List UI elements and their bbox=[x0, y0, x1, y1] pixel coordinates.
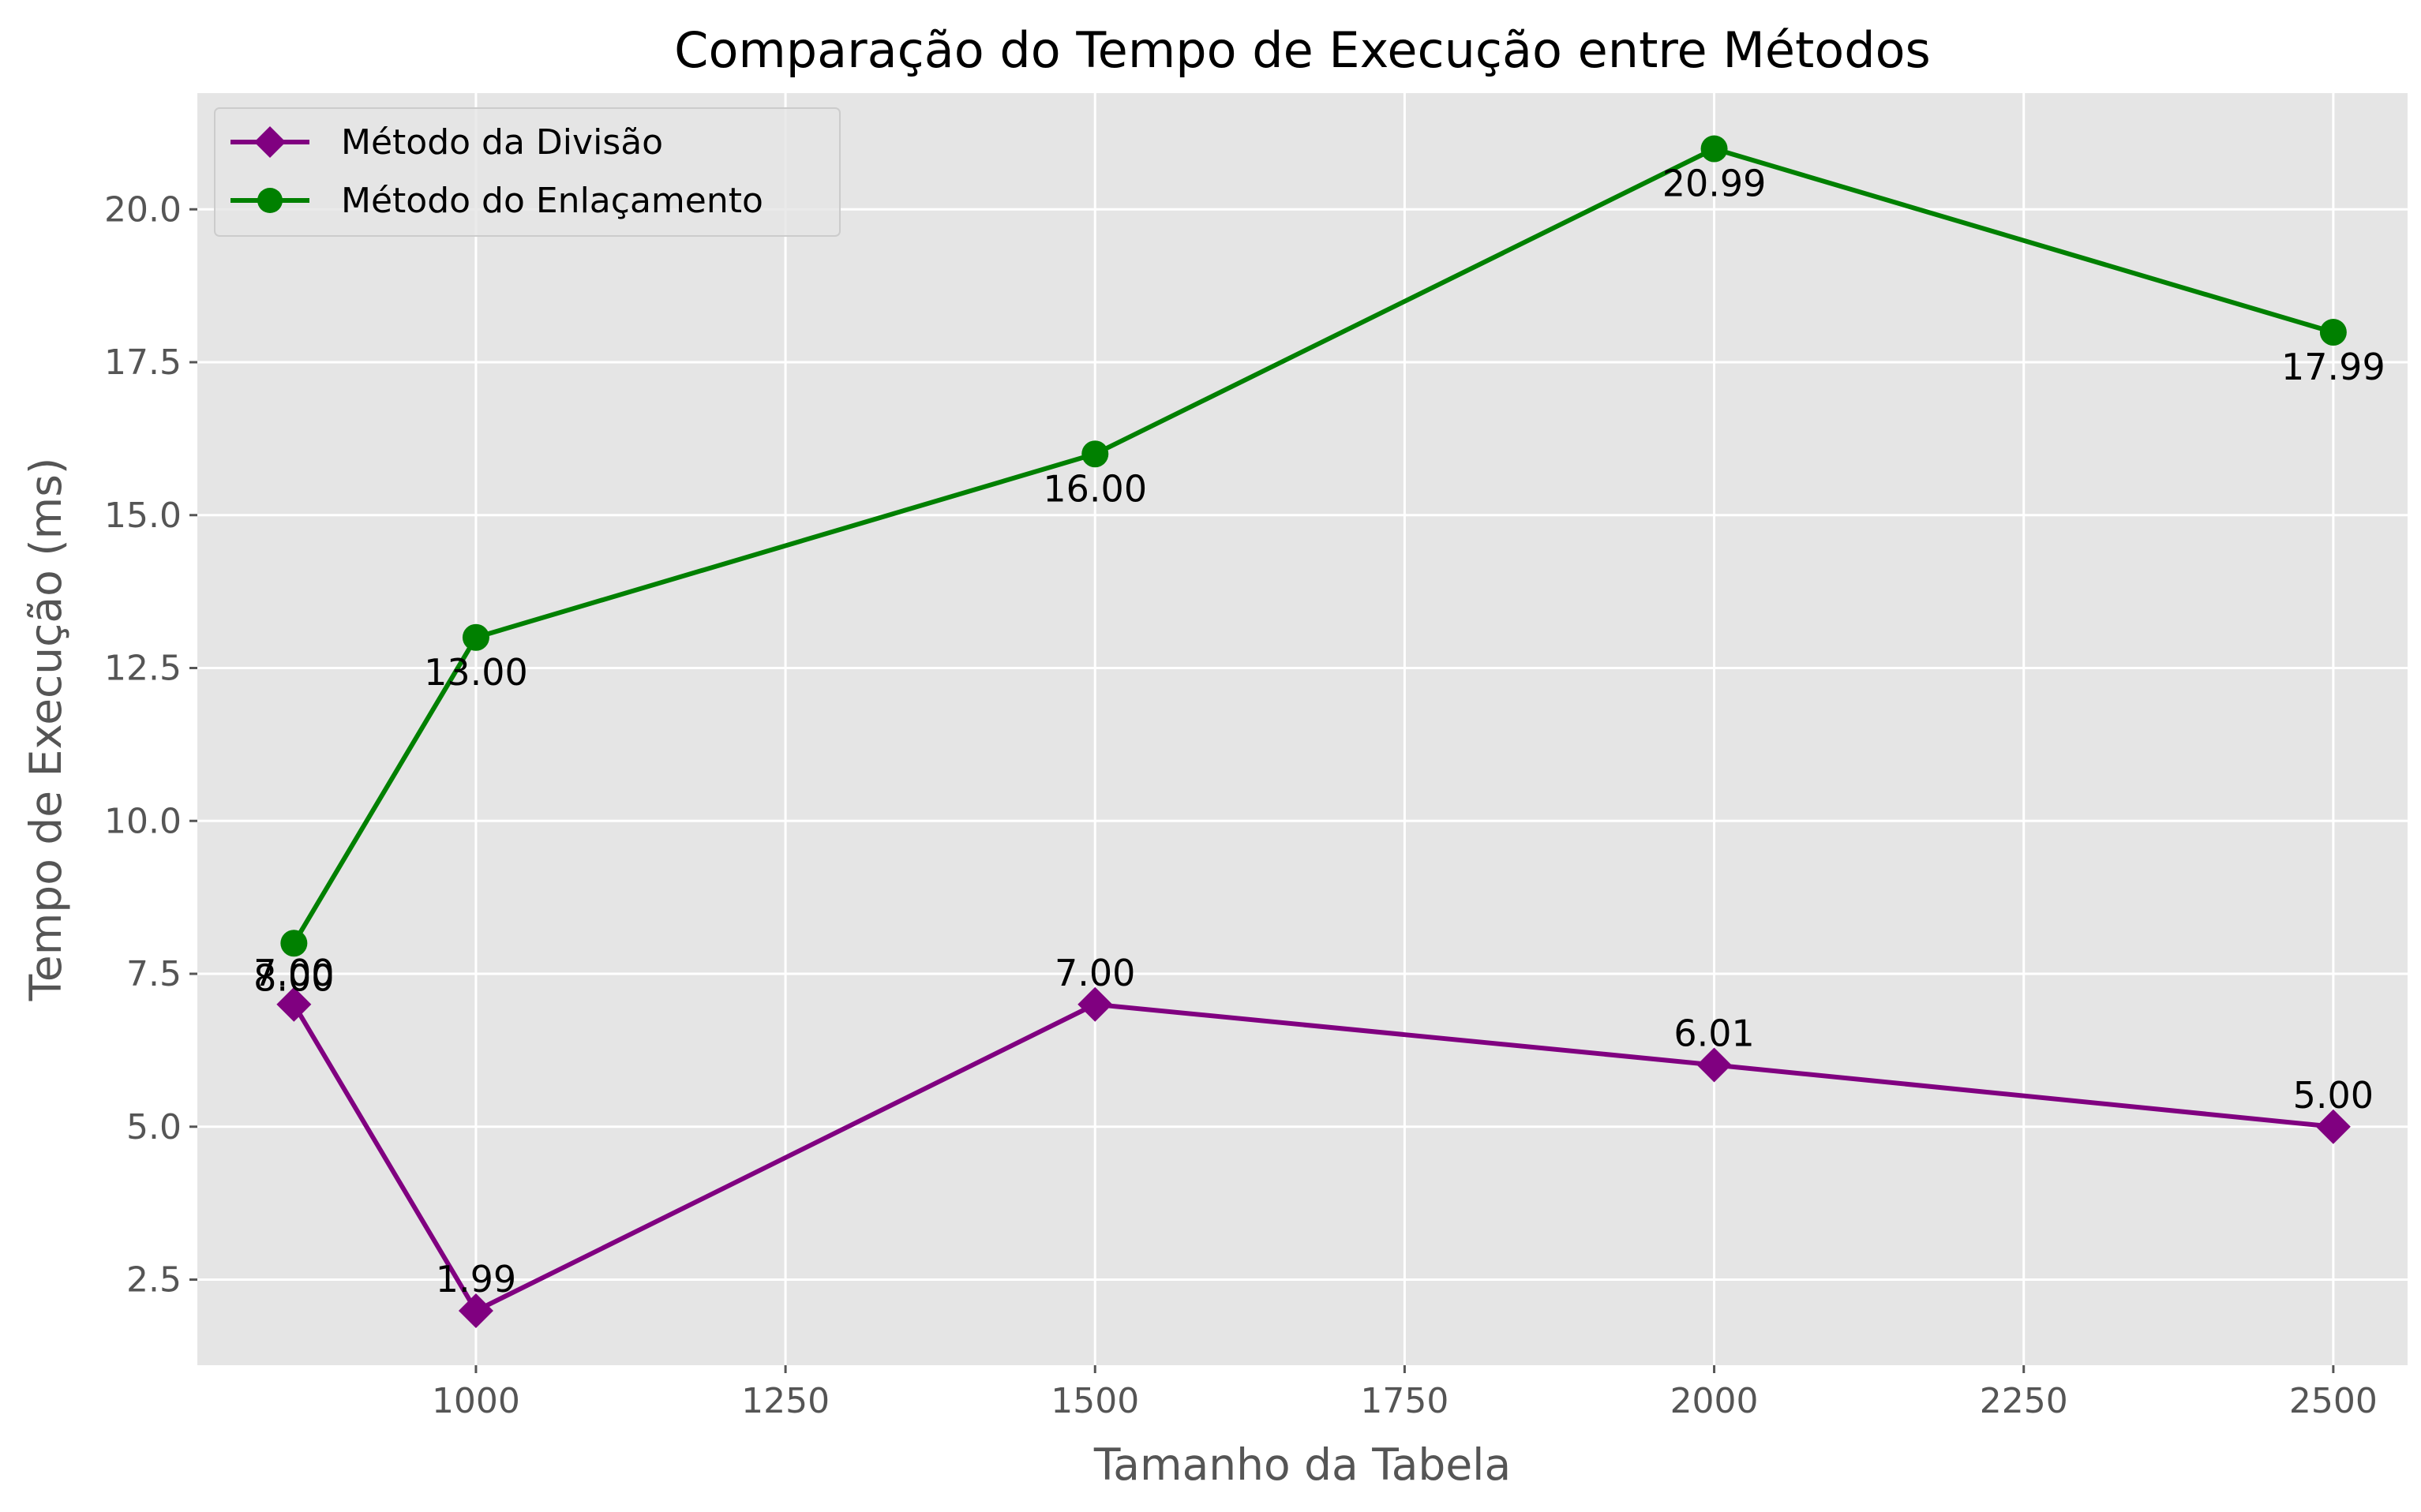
data-point-circle bbox=[462, 623, 489, 651]
y-tick-label: 10.0 bbox=[104, 801, 182, 841]
data-label: 20.99 bbox=[1662, 163, 1767, 205]
x-tick-label: 2500 bbox=[2289, 1381, 2378, 1421]
y-tick-label: 7.5 bbox=[126, 954, 182, 994]
x-tick-label: 2000 bbox=[1670, 1381, 1759, 1421]
data-point-diamond bbox=[1077, 986, 1113, 1022]
data-label: 16.00 bbox=[1043, 467, 1147, 510]
y-tick-label: 2.5 bbox=[126, 1260, 182, 1301]
data-point-circle bbox=[280, 930, 308, 957]
y-tick-label: 5.0 bbox=[126, 1107, 182, 1147]
data-point-diamond bbox=[276, 986, 312, 1022]
data-label: 8.00 bbox=[253, 956, 334, 999]
x-tick-label: 2250 bbox=[1980, 1381, 2068, 1421]
data-point-circle bbox=[1081, 440, 1109, 468]
diamond-marker-icon bbox=[254, 126, 286, 158]
data-label: 6.01 bbox=[1673, 1012, 1754, 1054]
data-label: 7.00 bbox=[253, 952, 334, 994]
data-label: 13.00 bbox=[424, 651, 528, 694]
circle-marker-icon bbox=[257, 188, 283, 213]
x-tick-label: 1750 bbox=[1360, 1381, 1448, 1421]
legend-box bbox=[214, 107, 841, 237]
grid-lines bbox=[197, 93, 2408, 1365]
legend: Método da Divisão Método do Enlaçamento bbox=[214, 107, 841, 237]
data-series bbox=[276, 135, 2351, 1329]
legend-label-enlacamento: Método do Enlaçamento bbox=[341, 181, 763, 221]
legend-label-divisao: Método da Divisão bbox=[341, 122, 663, 163]
legend-entry-divisao: Método da Divisão bbox=[230, 122, 663, 163]
data-point-circle bbox=[1700, 135, 1728, 163]
data-label: 1.99 bbox=[436, 1258, 516, 1301]
y-tick-label: 17.5 bbox=[104, 342, 182, 383]
y-axis-label: Tempo de Execução (ms) bbox=[21, 458, 71, 1002]
x-tick-label: 1500 bbox=[1051, 1381, 1139, 1421]
data-point-diamond bbox=[458, 1293, 493, 1329]
data-label: 17.99 bbox=[2281, 346, 2385, 388]
data-point-circle bbox=[2319, 319, 2347, 346]
data-labels: 7.00 1.99 7.00 6.01 5.00 8.00 13.00 16.00 20.99 1… bbox=[253, 163, 2385, 1301]
y-tick-label: 15.0 bbox=[104, 496, 182, 536]
y-tick-label: 20.0 bbox=[104, 189, 182, 230]
data-point-diamond bbox=[2315, 1109, 2351, 1144]
x-tick-label: 1250 bbox=[741, 1381, 830, 1421]
plot-area bbox=[197, 93, 2408, 1365]
axis-ticks: 1000 1250 1500 1750 2000 2250 2500 2.5 5.0 7.5 10.… bbox=[104, 189, 2378, 1421]
x-axis-label: Tamanho da Tabela bbox=[1093, 1439, 1511, 1490]
legend-entry-enlacamento: Método do Enlaçamento bbox=[230, 181, 763, 221]
x-tick-label: 1000 bbox=[432, 1381, 520, 1421]
y-tick-label: 12.5 bbox=[104, 649, 182, 689]
chart-title: Comparação do Tempo de Execução entre Mé… bbox=[674, 21, 1931, 79]
data-label: 5.00 bbox=[2293, 1074, 2374, 1117]
data-point-diamond bbox=[1696, 1047, 1732, 1083]
data-label: 7.00 bbox=[1055, 952, 1135, 994]
